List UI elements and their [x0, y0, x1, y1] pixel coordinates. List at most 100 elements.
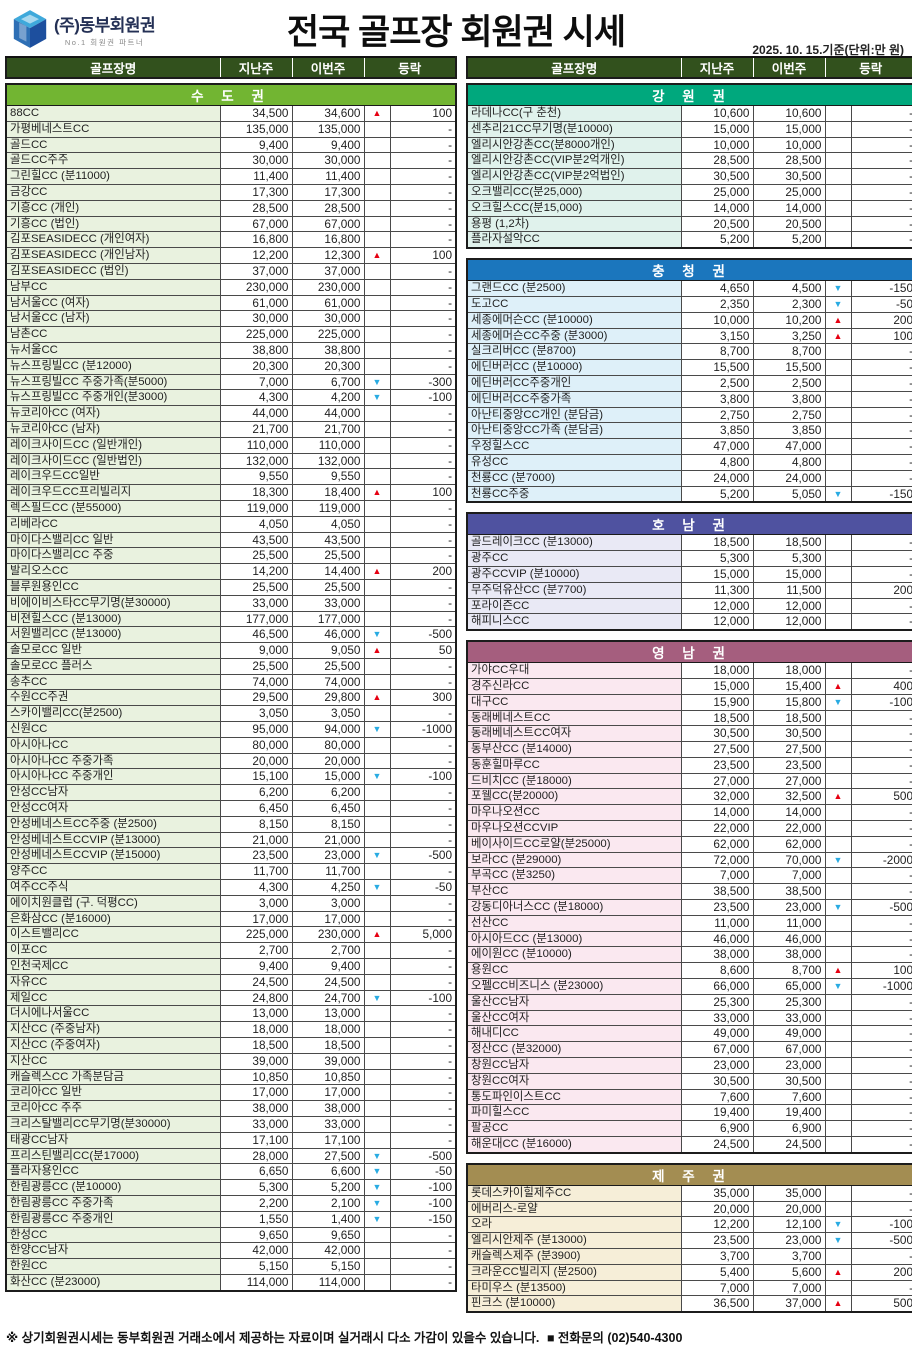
table-row: 리베라CC 4,050 4,050-: [5, 515, 457, 533]
this-week-price: 17,000: [291, 1084, 365, 1102]
last-week-price: 18,500: [219, 1037, 293, 1054]
change-value: -: [389, 168, 457, 185]
change-value: -: [850, 105, 912, 122]
column-header-row: 골프장명 지난주 이번주 등락: [5, 57, 457, 78]
last-week-price: 4,650: [680, 280, 754, 297]
down-arrow-icon: ▼: [833, 854, 843, 865]
column-header-last-week: 지난주: [680, 57, 754, 78]
change-direction-cell: [363, 705, 391, 723]
golf-course-name: 무주덕유산CC (분7700): [466, 581, 682, 599]
last-week-price: 47,000: [680, 438, 754, 455]
section-band-row: 호 남 권: [466, 512, 912, 536]
change-direction-cell: [824, 946, 852, 964]
column-header-change: 등락: [824, 57, 912, 78]
this-week-price: 43,500: [291, 531, 365, 549]
this-week-price: 10,000: [752, 136, 826, 154]
golf-course-name: 오크밸리CC(분25,000): [466, 183, 682, 201]
change-value: -: [850, 946, 912, 964]
golf-course-name: 뉴서울CC: [5, 341, 221, 359]
table-row: 뉴스프링빌CC (분12000) 20,300 20,300-: [5, 357, 457, 375]
this-week-price: 80,000: [291, 736, 365, 754]
column-header-this-week: 이번주: [752, 57, 826, 78]
last-week-price: 30,500: [680, 168, 754, 185]
change-direction-cell: [363, 1116, 391, 1133]
section-band-row: 충 청 권: [466, 258, 912, 282]
this-week-price: 34,600: [291, 105, 365, 122]
table-row: 한림광릉CC 주중가족 2,200 2,100 ▼ -100: [5, 1194, 457, 1212]
last-week-price: 80,000: [219, 736, 293, 754]
change-direction-cell: ▲: [824, 327, 852, 345]
golf-course-name: 대구CC: [466, 693, 682, 711]
this-week-price: 10,850: [291, 1068, 365, 1086]
change-value: -: [850, 756, 912, 774]
this-week-price: 30,500: [752, 168, 826, 185]
down-arrow-icon: ▼: [372, 992, 382, 1003]
change-value: 200: [850, 1263, 912, 1281]
this-week-price: 49,000: [752, 1025, 826, 1043]
table-row: 은화삼CC (분16000) 17,000 17,000-: [5, 910, 457, 928]
this-week-price: 177,000: [291, 610, 365, 628]
golf-course-name: 레이크우드CC프리빌리지: [5, 484, 221, 501]
golf-course-name: 동훈힐마루CC: [466, 756, 682, 774]
up-arrow-icon: ▲: [372, 929, 382, 940]
table-row: 천룡CC주중 5,200 5,050 ▼ -150: [466, 485, 912, 503]
last-week-price: 110,000: [219, 436, 293, 454]
last-week-price: 28,500: [219, 199, 293, 217]
golf-course-name: 자유CC: [5, 973, 221, 991]
golf-course-name: 에딘버러CC (분10000): [466, 359, 682, 376]
change-direction-cell: ▼: [363, 373, 391, 391]
last-week-price: 17,300: [219, 183, 293, 201]
page-footer: ※ 상기회원권시세는 동부회원권 거래소에서 제공하는 자료이며 실거래시 다소…: [0, 1322, 912, 1346]
last-week-price: 61,000: [219, 294, 293, 312]
change-direction-cell: [824, 359, 852, 376]
golf-course-name: 오펠CC비즈니스 (분23000): [466, 978, 682, 995]
table-row: 보라CC (분29000) 72,000 70,000 ▼ -2000: [466, 851, 912, 869]
last-week-price: 4,800: [680, 453, 754, 471]
change-value: -: [850, 422, 912, 440]
this-week-price: 2,500: [752, 374, 826, 392]
down-arrow-icon: ▼: [372, 392, 382, 403]
last-week-price: 25,500: [219, 547, 293, 565]
last-week-price: 21,000: [219, 831, 293, 849]
this-week-price: 5,200: [752, 231, 826, 249]
change-value: 100: [389, 484, 457, 501]
last-week-price: 119,000: [219, 499, 293, 517]
last-week-price: 19,400: [680, 1104, 754, 1122]
change-value: -: [389, 452, 457, 470]
golf-course-name: 레이크우드CC일반: [5, 468, 221, 486]
table-row: 발리오스CC 14,200 14,400 ▲ 200: [5, 563, 457, 580]
last-week-price: 34,500: [219, 105, 293, 122]
golf-course-name: 에버리스-로얄: [466, 1200, 682, 1218]
golf-course-name: 유성CC: [466, 453, 682, 471]
this-week-price: 27,500: [752, 741, 826, 758]
this-week-price: 33,000: [291, 594, 365, 612]
this-week-price: 14,000: [752, 804, 826, 822]
change-value: -: [389, 515, 457, 533]
change-value: -100: [389, 989, 457, 1007]
change-value: -: [389, 910, 457, 928]
golf-course-name: 세종에머슨CC (분10000): [466, 311, 682, 329]
change-direction-cell: [363, 1084, 391, 1102]
golf-course-name: 강동디아너스CC (분18000): [466, 899, 682, 916]
change-direction-cell: ▲: [824, 962, 852, 980]
change-value: -100: [850, 1216, 912, 1234]
last-week-price: 38,000: [680, 946, 754, 964]
change-value: -: [389, 1226, 457, 1244]
table-row: 화산CC (분23000) 114,000 114,000-: [5, 1273, 457, 1292]
this-week-price: 61,000: [291, 294, 365, 312]
this-week-price: 24,500: [291, 973, 365, 991]
table-row: 남촌CC 225,000 225,000-: [5, 326, 457, 343]
golf-course-name: 뉴스프링빌CC 주중개인(분3000): [5, 389, 221, 407]
table-row: 세종에머슨CC (분10000) 10,000 10,200 ▲ 200: [466, 311, 912, 329]
golf-course-name: 프리스틴밸리CC(분17000): [5, 1147, 221, 1165]
change-value: -: [389, 1242, 457, 1260]
change-value: -: [850, 469, 912, 487]
last-week-price: 25,500: [219, 657, 293, 675]
last-week-price: 24,000: [680, 469, 754, 487]
this-week-price: 46,000: [752, 930, 826, 948]
